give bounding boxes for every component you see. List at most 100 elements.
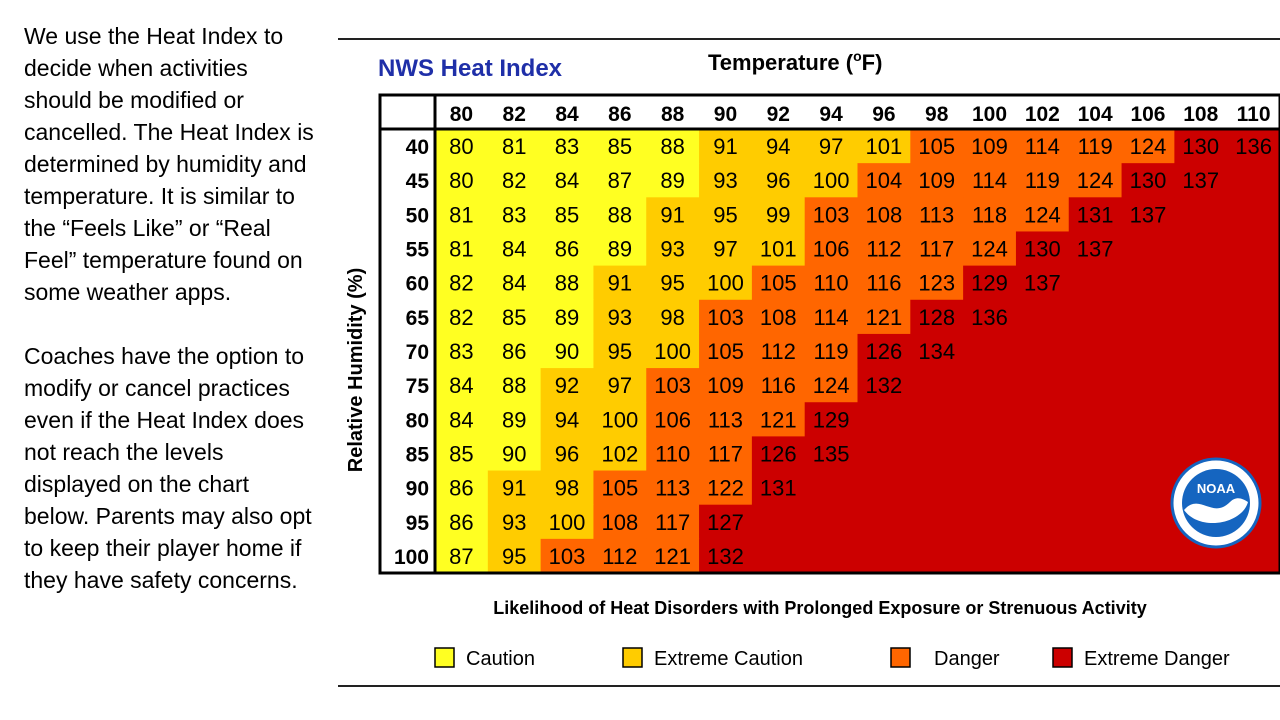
heat-cell — [487, 538, 542, 574]
heat-cell — [487, 163, 542, 198]
heat-value-label: 85 — [608, 134, 632, 159]
heat-value-label: 95 — [608, 339, 632, 364]
heat-value-label: 114 — [814, 305, 849, 330]
heat-value-label: 103 — [813, 202, 850, 227]
legend-label: Extreme Danger — [1084, 648, 1230, 670]
temperature-tick-label: 108 — [1183, 103, 1218, 126]
heat-cell — [699, 504, 753, 540]
heat-cell — [963, 163, 1017, 198]
heat-cell — [1068, 197, 1123, 233]
heat-value-label: 108 — [866, 202, 903, 227]
heat-cell — [1015, 299, 1070, 335]
heat-cell — [857, 231, 911, 267]
heat-value-label: 105 — [707, 339, 744, 364]
heat-cell — [699, 470, 753, 506]
heat-value-label: 103 — [549, 544, 586, 569]
heat-cell — [593, 197, 647, 233]
heat-value-label: 92 — [555, 373, 579, 398]
heat-cell — [804, 231, 859, 267]
y-axis-label: Relative Humidity (%) — [345, 268, 367, 472]
heat-cell — [1174, 402, 1228, 437]
heat-value-label: 114 — [972, 168, 1007, 193]
heat-value-label: 130 — [1130, 168, 1167, 193]
heat-value-label: 103 — [654, 373, 691, 398]
heat-value-label: 82 — [502, 168, 526, 193]
heat-cell — [1174, 368, 1228, 403]
heat-cell — [1121, 436, 1175, 472]
heat-cell — [910, 538, 964, 574]
chart-footer: Likelihood of Heat Disorders with Prolon… — [493, 598, 1146, 618]
heat-cell — [751, 129, 806, 164]
heat-value-label: 81 — [449, 237, 473, 262]
heat-cell — [1015, 538, 1070, 574]
heat-cell — [435, 470, 489, 506]
heat-cell — [1015, 197, 1070, 233]
heat-cell — [751, 538, 806, 574]
heat-value-label: 109 — [918, 168, 955, 193]
temperature-tick-label: 100 — [972, 103, 1007, 126]
heat-cell — [540, 265, 595, 301]
heat-value-label: 118 — [972, 202, 1007, 227]
heat-value-label: 117 — [919, 237, 954, 262]
heat-value-label: 86 — [449, 476, 473, 501]
temperature-tick-label: 98 — [925, 103, 949, 126]
heat-cell — [593, 231, 647, 267]
heat-cell — [1227, 402, 1280, 437]
heat-cell — [1174, 197, 1228, 233]
heat-value-label: 89 — [555, 305, 579, 330]
heat-value-label: 114 — [1025, 134, 1060, 159]
heat-cell — [1121, 299, 1175, 335]
heat-value-label: 132 — [707, 544, 744, 569]
heat-cell — [963, 436, 1017, 472]
heat-value-label: 86 — [555, 237, 579, 262]
heat-cell — [910, 333, 964, 369]
side-paragraph-1: We use the Heat Index to decide when act… — [24, 23, 314, 305]
heat-value-label: 93 — [608, 305, 632, 330]
heat-value-label: 134 — [918, 339, 955, 364]
heat-value-label: 91 — [713, 134, 737, 159]
heat-cell — [1121, 368, 1175, 403]
heat-cell — [857, 163, 911, 198]
heat-cell — [1174, 163, 1228, 198]
heat-cell — [487, 504, 542, 540]
heat-cell — [540, 163, 595, 198]
heat-value-label: 119 — [1078, 134, 1113, 159]
heat-cell — [435, 538, 489, 574]
heatmap-cells: 80 81 83 85 88 91 94 97 101 105 109 114 119 124 130 136… — [435, 129, 1280, 574]
heat-value-label: 100 — [813, 168, 850, 193]
heat-value-label: 84 — [502, 237, 526, 262]
heat-cell — [593, 402, 647, 437]
heat-cell — [910, 368, 964, 403]
heat-value-label: 83 — [502, 202, 526, 227]
heat-cell — [751, 402, 806, 437]
heat-value-label: 84 — [449, 373, 473, 398]
heat-value-label: 126 — [866, 339, 903, 364]
heat-cell — [435, 436, 489, 472]
humidity-tick-label: 100 — [394, 546, 429, 569]
heat-cell — [963, 197, 1017, 233]
side-text: We use the Heat Index to decide when act… — [24, 20, 314, 596]
heat-cell — [963, 231, 1017, 267]
heat-cell — [1121, 231, 1175, 267]
heat-cell — [1068, 129, 1123, 164]
heat-cell — [435, 333, 489, 369]
heat-cell — [910, 402, 964, 437]
heat-cell — [540, 436, 595, 472]
heat-value-label: 127 — [707, 510, 744, 535]
heat-cell — [487, 368, 542, 403]
heat-cell — [857, 129, 911, 164]
heat-value-label: 95 — [660, 271, 684, 296]
heat-cell — [857, 368, 911, 403]
legend-label: Extreme Caution — [654, 648, 803, 670]
heat-cell — [435, 163, 489, 198]
temperature-tick-label: 86 — [608, 103, 631, 126]
heat-cell — [857, 197, 911, 233]
heat-cell — [1015, 129, 1070, 164]
heat-cell — [1068, 504, 1123, 540]
heat-value-label: 131 — [760, 476, 797, 501]
heat-value-label: 87 — [608, 168, 632, 193]
heat-cell — [646, 436, 700, 472]
heat-value-label: 88 — [660, 134, 684, 159]
heat-cell — [646, 333, 700, 369]
heat-value-label: 97 — [819, 134, 843, 159]
